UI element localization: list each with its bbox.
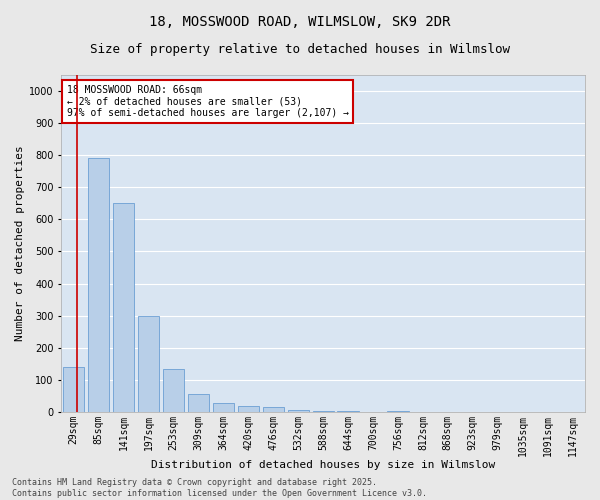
Bar [238,406,259,412]
Bar [63,367,85,412]
Bar [113,204,134,412]
Text: 18 MOSSWOOD ROAD: 66sqm
← 2% of detached houses are smaller (53)
97% of semi-det: 18 MOSSWOOD ROAD: 66sqm ← 2% of detached… [67,85,349,118]
Bar [337,411,359,412]
X-axis label: Distribution of detached houses by size in Wilmslow: Distribution of detached houses by size … [151,460,495,470]
Bar [213,403,234,412]
Y-axis label: Number of detached properties: Number of detached properties [15,146,25,342]
Text: Size of property relative to detached houses in Wilmslow: Size of property relative to detached ho… [90,42,510,56]
Text: Contains HM Land Registry data © Crown copyright and database right 2025.
Contai: Contains HM Land Registry data © Crown c… [12,478,427,498]
Bar [138,316,159,412]
Bar [388,411,409,412]
Bar [163,368,184,412]
Bar [313,411,334,412]
Text: 18, MOSSWOOD ROAD, WILMSLOW, SK9 2DR: 18, MOSSWOOD ROAD, WILMSLOW, SK9 2DR [149,15,451,29]
Bar [263,407,284,412]
Bar [88,158,109,412]
Bar [188,394,209,412]
Bar [287,410,309,412]
